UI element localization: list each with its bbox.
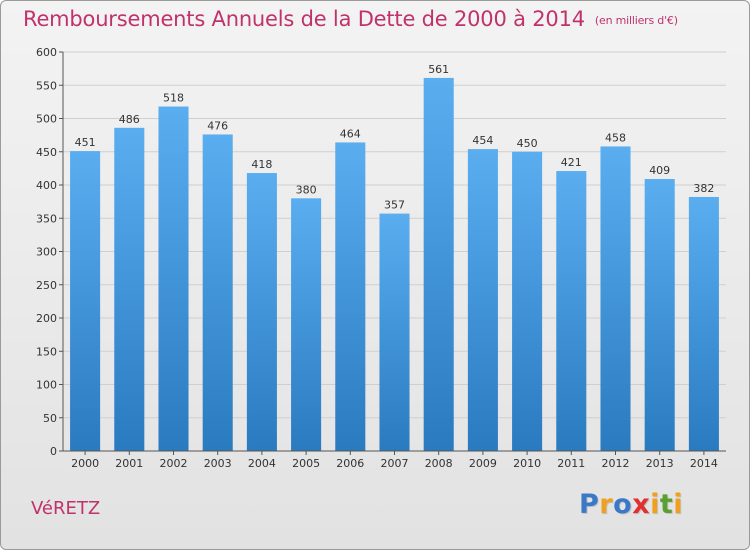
bar-value-label: 418 bbox=[251, 158, 272, 171]
bar bbox=[379, 213, 410, 451]
y-tick-label: 200 bbox=[36, 312, 57, 325]
x-axis: 2000 2001 2002 2003 2004 2005 2006 2007 2008 2009… bbox=[63, 450, 726, 470]
x-tick-label: 2008 bbox=[425, 457, 453, 470]
bar bbox=[688, 196, 719, 451]
x-tick-label: 2007 bbox=[381, 457, 409, 470]
y-tick-label: 300 bbox=[36, 246, 57, 259]
bar bbox=[70, 151, 101, 451]
logo-letter: x bbox=[632, 489, 651, 520]
bar bbox=[246, 173, 277, 451]
bar-value-label: 357 bbox=[384, 199, 405, 212]
x-tick-label: 2005 bbox=[292, 457, 320, 470]
x-tick-label: 2013 bbox=[646, 457, 674, 470]
bar bbox=[114, 127, 145, 451]
bar bbox=[512, 151, 543, 451]
y-tick-label: 500 bbox=[36, 113, 57, 126]
bar-value-label: 458 bbox=[605, 131, 626, 144]
logo-letter: r bbox=[599, 489, 614, 520]
bar-value-label: 476 bbox=[207, 119, 228, 132]
chart-title-text: Remboursements Annuels de la Dette de 20… bbox=[23, 7, 585, 31]
bar bbox=[335, 142, 366, 451]
bar-value-label: 454 bbox=[472, 134, 493, 147]
bar bbox=[467, 149, 498, 451]
bar bbox=[600, 146, 631, 451]
y-tick-label: 0 bbox=[50, 445, 57, 458]
logo-letter: i bbox=[673, 489, 684, 520]
x-tick-label: 2010 bbox=[513, 457, 541, 470]
bar-value-label: 464 bbox=[340, 127, 361, 140]
bar-value-label: 421 bbox=[561, 156, 582, 169]
chart-unit: (en milliers d'€) bbox=[594, 14, 678, 27]
logo-letter: t bbox=[659, 489, 674, 520]
y-tick-label: 250 bbox=[36, 279, 57, 292]
bar bbox=[644, 179, 675, 451]
y-tick-label: 150 bbox=[36, 345, 57, 358]
bar bbox=[291, 198, 322, 451]
x-tick-label: 2014 bbox=[690, 457, 718, 470]
y-tick-label: 600 bbox=[36, 46, 57, 59]
x-tick-label: 2006 bbox=[336, 457, 364, 470]
bar-value-label: 486 bbox=[119, 113, 140, 126]
x-tick-label: 2001 bbox=[115, 457, 143, 470]
bar bbox=[423, 77, 454, 451]
bar bbox=[556, 171, 587, 451]
chart-title: Remboursements Annuels de la Dette de 20… bbox=[23, 7, 678, 31]
y-tick-label: 450 bbox=[36, 146, 57, 159]
bars: 451 486 518 476 418 380 464 357 561 454 450 421 458 4… bbox=[70, 63, 719, 451]
y-tick-label: 400 bbox=[36, 179, 57, 192]
bar bbox=[158, 106, 189, 451]
logo-letter: o bbox=[613, 489, 633, 520]
y-tick-label: 550 bbox=[36, 79, 57, 92]
x-tick-label: 2011 bbox=[557, 457, 585, 470]
x-tick-label: 2009 bbox=[469, 457, 497, 470]
x-tick-label: 2004 bbox=[248, 457, 276, 470]
proxiti-logo[interactable]: Proxiti bbox=[579, 489, 683, 520]
bar-value-label: 409 bbox=[649, 164, 670, 177]
commune-name: VéRETZ bbox=[31, 498, 101, 519]
bar-value-label: 380 bbox=[296, 183, 317, 196]
bar bbox=[202, 134, 233, 451]
x-tick-label: 2003 bbox=[204, 457, 232, 470]
bar-value-label: 561 bbox=[428, 63, 449, 76]
y-tick-label: 100 bbox=[36, 379, 57, 392]
bar-value-label: 518 bbox=[163, 92, 184, 105]
y-axis: 0 50 100 150 200 250 300 350 400 450 500 550 600 bbox=[36, 46, 64, 458]
bar-value-label: 451 bbox=[75, 136, 96, 149]
y-tick-label: 350 bbox=[36, 212, 57, 225]
x-tick-label: 2002 bbox=[160, 457, 188, 470]
bar-value-label: 382 bbox=[693, 182, 714, 195]
y-tick-label: 50 bbox=[43, 412, 57, 425]
x-tick-label: 2000 bbox=[71, 457, 99, 470]
bar-value-label: 450 bbox=[517, 137, 538, 150]
x-tick-label: 2012 bbox=[602, 457, 630, 470]
logo-letter: i bbox=[650, 489, 660, 520]
logo-letter: P bbox=[579, 489, 600, 520]
